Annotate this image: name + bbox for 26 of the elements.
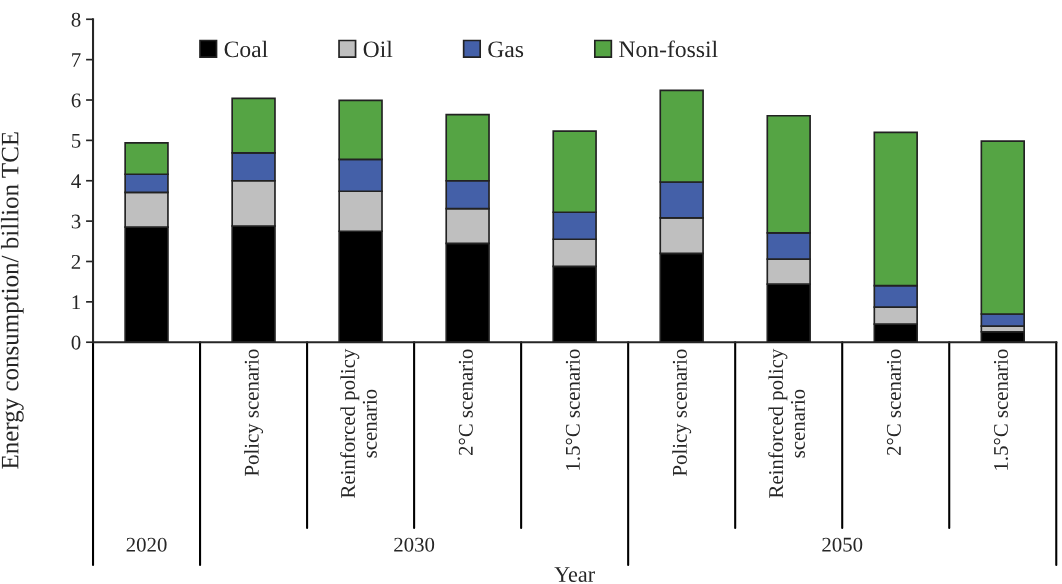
y-tick-label: 3 xyxy=(71,214,81,229)
y-axis-title: Energy consumption/ billion TCE xyxy=(0,132,24,469)
x-tick-label: Policy scenario xyxy=(672,349,692,476)
y-tick-label: 0 xyxy=(71,335,81,350)
y-tick-label: 4 xyxy=(71,174,81,188)
y-tick-label: 6 xyxy=(71,93,81,108)
y-tick-label: 1 xyxy=(72,295,80,310)
y-tick-label: 7 xyxy=(72,53,81,67)
x-axis-title: Year xyxy=(554,567,595,582)
y-tick-label: 2 xyxy=(71,254,81,269)
x-tick-label: Reinforced policy scenario xyxy=(340,348,377,498)
legend-label: Non-fossil xyxy=(619,40,718,58)
x-tick-label: Policy scenario xyxy=(244,349,264,476)
text: 2050 xyxy=(822,537,863,552)
legend-label: Coal xyxy=(224,40,268,58)
text: 2030 xyxy=(394,537,435,552)
y-tick-label: 8 xyxy=(71,12,81,27)
x-tick-label: 2°C scenario xyxy=(886,349,901,456)
x-tick-label: 2°C scenario xyxy=(458,349,473,456)
text: 2020 xyxy=(126,537,167,552)
legend-label: Oil xyxy=(363,40,393,58)
x-tick-label: Reinforced policy scenario xyxy=(768,348,805,498)
legend-label: Gas xyxy=(488,41,524,58)
x-tick-label: 1.5°C scenario xyxy=(993,349,1009,470)
y-tick-label: 5 xyxy=(72,133,81,148)
x-tick-label: 1.5°C scenario xyxy=(565,349,580,470)
